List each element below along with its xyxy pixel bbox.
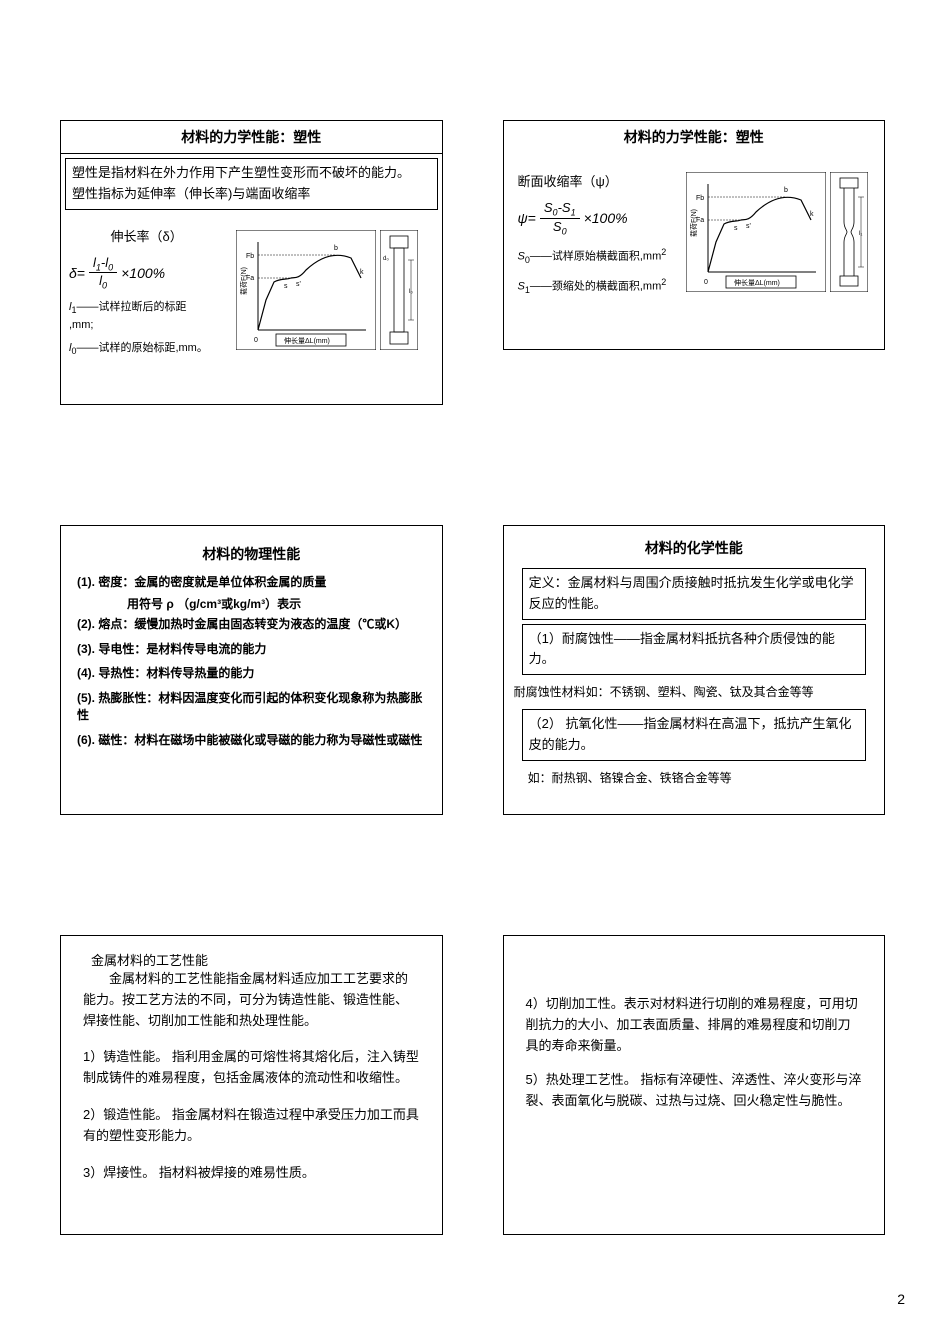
svg-text:伸长量ΔL(mm): 伸长量ΔL(mm) xyxy=(734,278,780,287)
formula-suffix2: ×100% xyxy=(584,210,628,226)
svg-text:Fa: Fa xyxy=(246,275,254,282)
item-melting: (2). 熔点：缓慢加热时金属由固态转变为液态的温度（℃或K） xyxy=(67,612,436,637)
svg-text:0: 0 xyxy=(704,279,708,286)
chem-corrosion-examples: 耐腐蚀性材料如：不锈钢、塑料、陶瓷、钛及其合金等等 xyxy=(504,679,884,705)
svg-text:s: s xyxy=(734,225,738,232)
elongation-formula: δ= l1-l0 l0 ×100% xyxy=(69,255,224,291)
fraction-num: l1-l0 xyxy=(89,255,117,274)
slide1-body: 伸长率（δ） δ= l1-l0 l0 ×100% l1——试样拉断后的标距,mm… xyxy=(61,214,442,367)
formula-prefix2: ψ= xyxy=(518,210,536,226)
slide2-title: 材料的力学性能：塑性 xyxy=(504,121,885,153)
process-intro: 金属材料的工艺性能指金属材料适应加工工艺要求的能力。按工艺方法的不同，可分为铸造… xyxy=(67,969,436,1035)
note-s0: S0——试样原始横截面积,mm2 xyxy=(518,246,679,267)
note1: l1——试样拉断后的标距,mm; xyxy=(69,299,224,334)
svg-text:0: 0 xyxy=(254,337,258,344)
item-conductivity: (3). 导电性：是材料传导电流的能力 xyxy=(67,637,436,662)
note-s1: S1——颈缩处的横截面积,mm2 xyxy=(518,276,679,297)
svg-text:k: k xyxy=(810,211,814,218)
svg-text:l₁: l₁ xyxy=(859,231,862,237)
svg-text:s': s' xyxy=(746,223,751,230)
formula-prefix: δ= xyxy=(69,265,85,281)
item-density: (1). 密度：金属的密度就是单位体积金属的质量 xyxy=(67,570,436,595)
svg-text:Fa: Fa xyxy=(696,217,704,224)
slide4-title: 材料的化学性能 xyxy=(504,526,884,564)
specimen-diagram: l₀ d₀ xyxy=(380,230,418,350)
svg-text:s': s' xyxy=(296,281,301,288)
row-3: 金属材料的工艺性能 金属材料的工艺性能指金属材料适应加工工艺要求的能力。按工艺方… xyxy=(60,935,885,1235)
svg-text:b: b xyxy=(784,187,788,194)
process-machining: 4）切削加工性。表示对材料进行切削的难易程度，可用切削抗力的大小、加工表面质量、… xyxy=(510,990,879,1060)
svg-text:d₀: d₀ xyxy=(383,256,389,262)
process-forging: 2）锻造性能。 指金属材料在锻造过程中承受压力加工而具有的塑性变形能力。 xyxy=(67,1101,436,1151)
slide-physical-properties: 材料的物理性能 (1). 密度：金属的密度就是单位体积金属的质量 用符号 ρ （… xyxy=(60,525,443,815)
slide5-title: 金属材料的工艺性能 xyxy=(67,950,436,969)
reduction-formula: ψ= S0-S1 S0 ×100% xyxy=(518,200,679,236)
page-container: 材料的力学性能：塑性 塑性是指材料在外力作用下产生塑性变形而不破坏的能力。 塑性… xyxy=(0,0,945,1275)
process-welding: 3）焊接性。 指材料被焊接的难易性质。 xyxy=(67,1159,436,1188)
slide1-desc: 塑性是指材料在外力作用下产生塑性变形而不破坏的能力。 塑性指标为延伸率（伸长率)… xyxy=(65,158,438,210)
svg-text:l₀: l₀ xyxy=(409,289,413,295)
item-thermal: (4). 导热性：材料传导热量的能力 xyxy=(67,661,436,686)
svg-text:s: s xyxy=(284,283,288,290)
row-1: 材料的力学性能：塑性 塑性是指材料在外力作用下产生塑性变形而不破坏的能力。 塑性… xyxy=(60,120,885,405)
item-magnetic: (6). 磁性：材料在磁场中能被磁化或导磁的能力称为导磁性或磁性 xyxy=(67,728,436,753)
formula-suffix: ×100% xyxy=(121,265,165,281)
svg-text:Fb: Fb xyxy=(246,253,254,260)
chem-oxidation-examples: 如：耐热钢、铬镍合金、铁铬合金等等 xyxy=(504,765,884,791)
fraction2: S0-S1 S0 xyxy=(540,200,580,236)
chem-definition: 定义：金属材料与周围介质接触时抵抗发生化学或电化学反应的性能。 xyxy=(522,568,866,620)
slide3-title: 材料的物理性能 xyxy=(67,532,436,570)
note2: l0——试样的原始标距,mm。 xyxy=(69,340,224,359)
slide-process-properties-2: 4）切削加工性。表示对材料进行切削的难易程度，可用切削抗力的大小、加工表面质量、… xyxy=(503,935,886,1235)
chem-oxidation: （2） 抗氧化性——指金属材料在高温下，抵抗产生氧化皮的能力。 xyxy=(522,709,866,761)
slide-chemical-properties: 材料的化学性能 定义：金属材料与周围介质接触时抵抗发生化学或电化学反应的性能。 … xyxy=(503,525,885,815)
slide1-left: 伸长率（δ） δ= l1-l0 l0 ×100% l1——试样拉断后的标距,mm… xyxy=(61,214,232,367)
fraction-num2: S0-S1 xyxy=(540,200,580,219)
process-heattreat: 5）热处理工艺性。 指标有淬硬性、淬透性、淬火变形与淬裂、表面氧化与脱碳、过热与… xyxy=(510,1066,879,1116)
page-number: 2 xyxy=(897,1291,905,1307)
slide-process-properties-1: 金属材料的工艺性能 金属材料的工艺性能指金属材料适应加工工艺要求的能力。按工艺方… xyxy=(60,935,443,1235)
elongation-label: 伸长率（δ） xyxy=(69,222,224,249)
process-casting: 1）铸造性能。 指利用金属的可熔性将其熔化后，注入铸型制成铸件的难易程度，包括金… xyxy=(67,1043,436,1093)
stress-strain-graph-2: 载荷F(N) Fb Fa s s' b k 0 伸长量ΔL(mm) xyxy=(686,172,826,292)
slide-plasticity-elongation: 材料的力学性能：塑性 塑性是指材料在外力作用下产生塑性变形而不破坏的能力。 塑性… xyxy=(60,120,443,405)
reduction-label: 断面收缩率（ψ） xyxy=(518,167,679,194)
svg-text:Fb: Fb xyxy=(696,195,704,202)
chem-corrosion: （1）耐腐蚀性——指金属材料抵抗各种介质侵蚀的能力。 xyxy=(522,624,866,676)
specimen-necking: l₁ xyxy=(830,172,868,292)
svg-text:k: k xyxy=(360,269,364,276)
item-density-sub: 用符号 ρ （g/cm³或kg/m³）表示 xyxy=(67,595,436,612)
slide2-left: 断面收缩率（ψ） ψ= S0-S1 S0 ×100% S0——试样原始横截面积,… xyxy=(510,159,687,305)
slide1-right: 载荷F(N) Fb Fa s s' b k 0 伸长量ΔL(mm) xyxy=(232,214,441,367)
slide2-right: 载荷F(N) Fb Fa s s' b k 0 伸长量ΔL(mm) xyxy=(686,159,878,305)
fraction-den: l0 xyxy=(89,273,117,291)
fraction: l1-l0 l0 xyxy=(89,255,117,291)
slide1-title: 材料的力学性能：塑性 xyxy=(61,121,442,154)
fraction-den2: S0 xyxy=(540,219,580,237)
slide2-body: 断面收缩率（ψ） ψ= S0-S1 S0 ×100% S0——试样原始横截面积,… xyxy=(504,153,885,311)
slide-plasticity-reduction: 材料的力学性能：塑性 断面收缩率（ψ） ψ= S0-S1 S0 ×100% S0… xyxy=(503,120,886,350)
row-2: 材料的物理性能 (1). 密度：金属的密度就是单位体积金属的质量 用符号 ρ （… xyxy=(60,525,885,815)
item-expansion: (5). 热膨胀性：材料因温度变化而引起的体积变化现象称为热膨胀性 xyxy=(67,686,436,728)
graph-xlabel: 伸长量ΔL(mm) xyxy=(284,336,330,345)
svg-text:b: b xyxy=(334,245,338,252)
stress-strain-graph: 载荷F(N) Fb Fa s s' b k 0 伸长量ΔL(mm) xyxy=(236,230,376,350)
